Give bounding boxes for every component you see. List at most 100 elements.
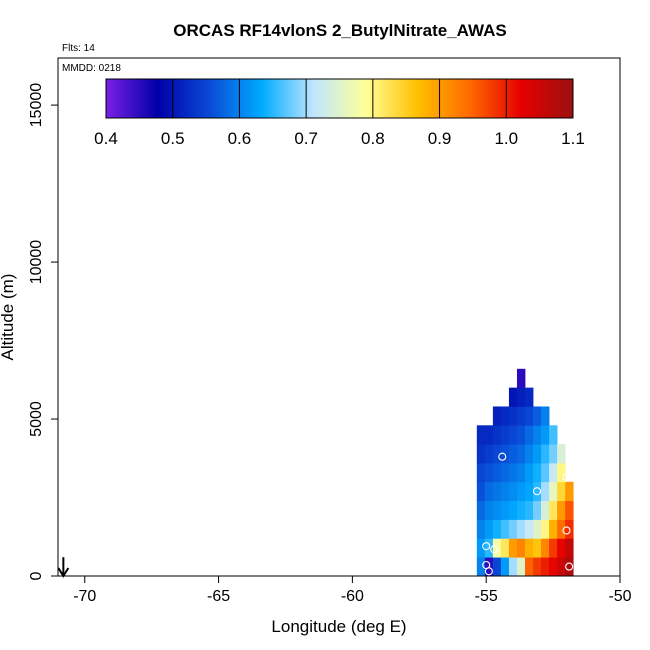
- heatmap-cell: [500, 462, 510, 483]
- heatmap-cell: [476, 425, 486, 445]
- x-tick-label: -60: [341, 588, 364, 605]
- heatmap-cell: [492, 519, 502, 539]
- heatmap-cell: [533, 406, 542, 426]
- heatmap-cell: [516, 538, 526, 558]
- colorbar-tick-label: 0.5: [161, 129, 185, 148]
- heatmap-cell: [508, 462, 518, 483]
- heatmap-cell: [533, 519, 542, 539]
- heatmap-cell: [541, 444, 550, 464]
- sample-point: [490, 545, 499, 554]
- heatmap-cell: [508, 557, 518, 577]
- heatmap-cell: [524, 557, 534, 577]
- heatmap-cell: [516, 368, 526, 389]
- colorbar-gradient: [105, 78, 574, 119]
- heatmap-cell: [508, 387, 518, 407]
- sample-point: [482, 542, 491, 551]
- heatmap-cell: [476, 444, 486, 464]
- heatmap-cell: [541, 481, 550, 502]
- x-tick-label: -50: [608, 588, 631, 605]
- y-tick-label: 15000: [28, 83, 45, 128]
- heatmap-cell: [533, 500, 542, 520]
- heatmap-cells: [476, 368, 574, 577]
- heatmap-cell: [516, 425, 526, 445]
- y-tick-label: 0: [28, 571, 45, 580]
- heatmap-cell: [524, 462, 534, 483]
- x-tick-label: -55: [475, 588, 498, 605]
- heatmap-cell: [484, 462, 494, 483]
- heatmap-cell: [484, 481, 494, 502]
- heatmap-cell: [500, 425, 510, 445]
- heatmap-cell: [557, 481, 566, 502]
- heatmap-cell: [500, 557, 510, 577]
- sample-point: [554, 414, 563, 424]
- heatmap-cell: [524, 500, 534, 520]
- sample-points: [474, 371, 574, 576]
- sample-point: [508, 371, 518, 380]
- heatmap-cell: [476, 481, 486, 502]
- heatmap-cell: [508, 406, 518, 426]
- y-tick-label: 10000: [28, 240, 45, 285]
- heatmap-cell: [524, 538, 534, 558]
- heatmap-cell: [533, 444, 542, 464]
- heatmap-cell: [508, 481, 518, 502]
- sample-point: [498, 452, 507, 461]
- heatmap-cell: [500, 538, 510, 558]
- heatmap-cell: [524, 481, 534, 502]
- heatmap-cell: [516, 462, 526, 483]
- heatmap-cell: [516, 481, 526, 502]
- colorbar-tick-label: 0.7: [294, 129, 318, 148]
- heatmap-cell: [557, 500, 566, 520]
- heatmap-cell: [549, 557, 558, 577]
- heatmap-cell: [516, 444, 526, 464]
- heatmap-cell: [500, 500, 510, 520]
- heatmap-cell: [524, 387, 534, 407]
- heatmap-cell: [516, 406, 526, 426]
- heatmap-cell: [549, 444, 558, 464]
- heatmap-cell: [476, 538, 486, 558]
- y-tick-label: 5000: [28, 401, 45, 437]
- sample-point: [484, 567, 493, 576]
- heatmap-cell: [484, 500, 494, 520]
- heatmap-cell: [492, 557, 502, 577]
- heatmap-cell: [557, 462, 566, 483]
- heatmap-cell: [541, 557, 550, 577]
- flights-annotation: Flts: 14: [62, 43, 95, 54]
- sample-point: [474, 416, 483, 425]
- heatmap-cell: [524, 519, 534, 539]
- sample-point: [562, 473, 571, 482]
- heatmap-cell: [500, 481, 510, 502]
- heatmap-cell: [565, 481, 574, 502]
- heatmap-cell: [524, 425, 534, 445]
- heatmap-cell: [500, 406, 510, 426]
- x-tick-label: -65: [207, 588, 230, 605]
- heatmap-cell: [541, 519, 550, 539]
- heatmap-cell: [549, 481, 558, 502]
- heatmap-cell: [533, 557, 542, 577]
- heatmap-cell: [500, 519, 510, 539]
- colorbar-tick-label: 0.9: [428, 129, 452, 148]
- heatmap-cell: [541, 500, 550, 520]
- x-tick-label: -70: [73, 588, 96, 605]
- heatmap-cell: [476, 519, 486, 539]
- heatmap-cell: [508, 425, 518, 445]
- heatmap-cell: [508, 444, 518, 464]
- heatmap-cell: [533, 462, 542, 483]
- chart-title: ORCAS RF14vlonS 2_ButylNitrate_AWAS: [173, 21, 506, 40]
- heatmap-cell: [533, 425, 542, 445]
- colorbar-tick-label: 0.8: [361, 129, 385, 148]
- colorbar-tick-label: 0.4: [94, 129, 118, 148]
- axes: -70 -65 -60 -55 -50 0 5000 10000 15000: [28, 83, 632, 605]
- colorbar-tick-label: 1.0: [494, 129, 518, 148]
- x-axis-label: Longitude (deg E): [271, 617, 406, 636]
- y-axis-label: Altitude (m): [0, 274, 17, 361]
- heatmap-cell: [484, 425, 494, 445]
- heatmap-cell: [541, 538, 550, 558]
- heatmap-cell: [516, 557, 526, 577]
- heatmap-cell: [549, 538, 558, 558]
- sample-point: [565, 562, 574, 571]
- heatmap-cell: [549, 425, 558, 445]
- heatmap-cell: [492, 481, 502, 502]
- heatmap-cell: [524, 406, 534, 426]
- colorbar-tick-label: 0.6: [228, 129, 252, 148]
